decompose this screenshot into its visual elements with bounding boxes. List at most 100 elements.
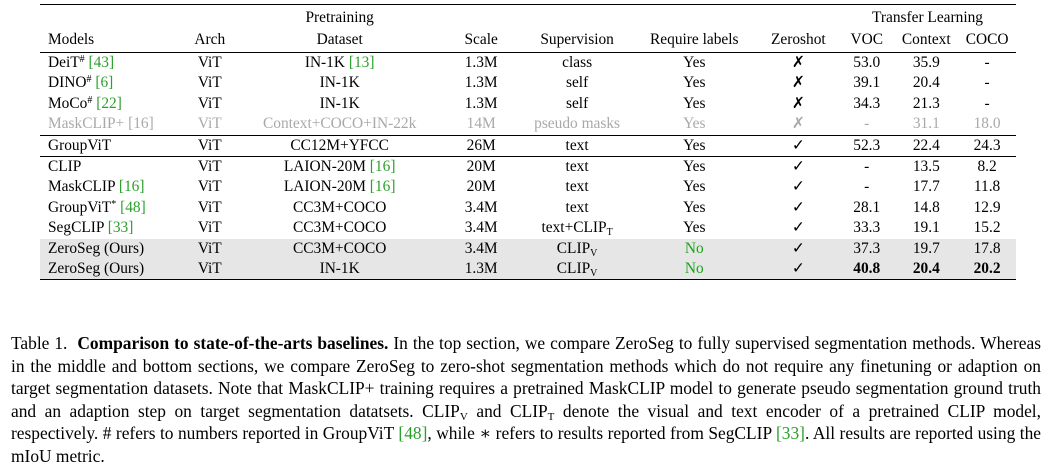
require-labels-value: Yes <box>683 115 706 133</box>
cell-arch: ViT <box>179 238 241 260</box>
cell-context: 35.9 <box>894 53 958 74</box>
model-superscript: # <box>79 54 85 65</box>
group-header-pretraining: Pretraining <box>305 9 374 26</box>
cell-zeroshot: ✗ <box>758 94 839 114</box>
cell-voc: - <box>839 157 894 178</box>
dataset-value: CC3M+COCO <box>292 219 387 237</box>
model-name: ZeroSeg (Ours) <box>48 239 145 257</box>
scale-value: 26M <box>466 136 496 154</box>
citation-link[interactable]: [6] <box>95 74 114 92</box>
col-header-context: Context <box>901 31 951 48</box>
cell-scale: 14M <box>439 114 523 135</box>
model-name: ZeroSeg (Ours) <box>48 260 145 278</box>
cell-dataset: CC3M+COCO <box>240 198 439 218</box>
table-row: CLIP ViT LAION-20M [16] 20M text Yes ✓ - 13.5 8.2 <box>40 156 1016 178</box>
citation-link[interactable]: [16] <box>369 158 396 176</box>
coco-score: 24.3 <box>973 136 1001 154</box>
table-row: MaskCLIP [16] ViT LAION-20M [16] 20M text Yes… <box>40 177 1016 197</box>
cell-supervision: text <box>523 177 630 197</box>
cell-context: 19.7 <box>894 238 959 260</box>
cell-zeroshot: ✗ <box>758 73 839 93</box>
cell-coco: 18.0 <box>958 114 1016 135</box>
scale-value: 1.3M <box>464 74 498 92</box>
scale-value: 20M <box>466 158 496 176</box>
cell-zeroshot: ✓ <box>757 238 839 260</box>
group-header-transfer: Transfer Learning <box>872 9 983 26</box>
dataset-value: IN-1K <box>304 54 349 71</box>
cell-voc: - <box>839 177 894 197</box>
cell-model: GroupViT* [48] <box>40 198 179 218</box>
supervision-value: text <box>565 198 589 216</box>
col-header-zeroshot: Zeroshot <box>770 31 826 48</box>
cell-require-labels: Yes <box>631 177 758 197</box>
cross-icon: ✗ <box>791 74 805 92</box>
model-superscript: # <box>87 94 93 106</box>
cell-model: SegCLIP [33] <box>40 218 179 238</box>
citation-link[interactable]: [33] <box>107 219 134 237</box>
context-score: 17.7 <box>912 178 940 196</box>
table-row: DINO# [6] ViT IN-1K 1.3M self Yes ✗ 39.1 20.4 - <box>40 73 1016 93</box>
caption-citation-link[interactable]: [48] <box>398 423 428 444</box>
check-icon: ✓ <box>791 198 805 216</box>
citation-link[interactable]: [13] <box>348 54 375 71</box>
check-icon: ✓ <box>791 260 805 278</box>
cell-voc: 28.1 <box>839 198 894 218</box>
require-labels-value: Yes <box>683 158 706 176</box>
cross-icon: ✗ <box>791 115 805 133</box>
dataset-value: IN-1K <box>319 260 360 278</box>
cell-voc: 37.3 <box>839 238 895 260</box>
citation-link[interactable]: [43] <box>88 54 115 71</box>
check-icon: ✓ <box>791 219 805 237</box>
caption-citation-link[interactable]: [33] <box>775 423 805 444</box>
cell-model: ZeroSeg (Ours) <box>40 259 180 280</box>
cell-voc: 34.3 <box>839 94 894 114</box>
citation-link[interactable]: [48] <box>120 198 146 216</box>
context-score: 20.4 <box>912 74 940 92</box>
table-row: GroupViT* [48] ViT CC3M+COCO 3.4M text Yes ✓ 28… <box>40 198 1016 218</box>
supervision-value: self <box>565 74 589 92</box>
cell-coco: 12.9 <box>958 198 1016 218</box>
cell-supervision: CLIPV <box>523 259 631 280</box>
model-name: CLIP <box>48 158 82 176</box>
cell-supervision: class <box>523 53 630 74</box>
dataset-value: CC3M+COCO <box>292 198 387 216</box>
cell-dataset: IN-1K <box>240 259 439 280</box>
cell-context: 17.7 <box>894 177 958 197</box>
cell-dataset: IN-1K <box>240 73 439 93</box>
table-caption: Table 1. Comparison to state-of-the-arts… <box>11 332 1041 468</box>
caption-text-1: In the top section, we compare ZeroSeg t… <box>11 333 1041 421</box>
check-icon: ✓ <box>791 136 805 154</box>
require-labels-value: Yes <box>683 198 706 216</box>
table-row: ZeroSeg (Ours) ViT CC3M+COCO 3.4M CLIPV No ✓ 37… <box>40 238 1016 260</box>
citation-link[interactable]: [16] <box>128 115 154 133</box>
citation-link[interactable]: [16] <box>369 178 396 196</box>
cell-coco: - <box>958 73 1016 93</box>
cell-zeroshot: ✓ <box>758 218 839 238</box>
model-name: DINO <box>48 74 87 92</box>
require-labels-value: Yes <box>683 94 706 112</box>
table-row: MoCo# [22] ViT IN-1K 1.3M self Yes ✗ 34.3 21.3 - <box>40 94 1016 114</box>
voc-score: 34.3 <box>853 94 881 112</box>
col-header-dataset: Dataset <box>316 31 363 48</box>
table-row: DeiT# [43] ViT IN-1K [13] 1.3M class Yes ✗ 53.0… <box>40 52 1016 74</box>
caption-text-4: , while ∗ refers to results reported fro… <box>427 423 772 444</box>
cell-model: MoCo# [22] <box>40 94 179 114</box>
cell-scale: 1.3M <box>439 73 523 93</box>
table-row: GroupViT ViT CC12M+YFCC 26M text Yes ✓ 52.3 22.4… <box>40 135 1016 156</box>
citation-link[interactable]: [22] <box>96 94 122 112</box>
cell-zeroshot: ✓ <box>758 198 839 218</box>
cell-context: 13.5 <box>894 157 958 178</box>
caption-sub-t: T <box>547 410 555 423</box>
voc-score: - <box>864 158 870 176</box>
caption-text-2: and CLIP <box>476 400 548 421</box>
supervision-value: CLIP <box>556 239 591 257</box>
cell-require-labels: Yes <box>631 135 758 156</box>
col-header-coco: COCO <box>965 31 1009 48</box>
cell-context: 20.4 <box>894 259 959 280</box>
table-row: ZeroSeg (Ours) ViT IN-1K 1.3M CLIPV No ✓ 40.8 20… <box>40 259 1016 280</box>
citation-link[interactable]: [16] <box>118 178 145 196</box>
supervision-value: text <box>565 158 589 176</box>
cell-arch: ViT <box>179 198 240 218</box>
cell-voc: 39.1 <box>839 73 894 93</box>
supervision-subscript: V <box>590 268 598 280</box>
